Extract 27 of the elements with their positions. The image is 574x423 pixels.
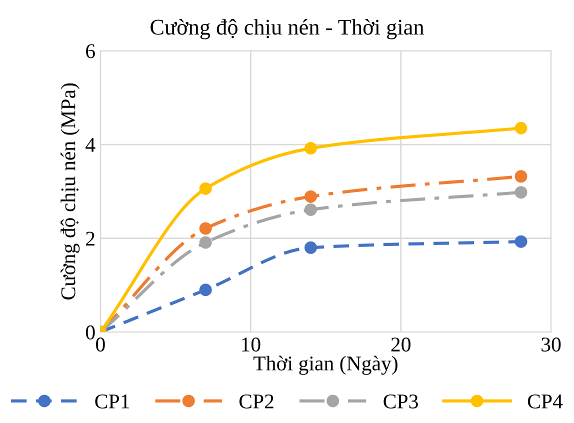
legend-label: CP1 [95, 394, 130, 408]
y-tick-label: 6 [86, 44, 95, 58]
point [304, 190, 317, 203]
point [304, 241, 317, 254]
point [514, 170, 528, 183]
y-axis-title: Cường độ chịu nén (MPa) [60, 83, 80, 300]
point [304, 203, 317, 216]
y-tick-label: 2 [86, 232, 94, 246]
point [199, 236, 212, 249]
legend-label: CP2 [239, 394, 274, 408]
y-tick-label: 0 [86, 325, 95, 340]
x-tick-label: 10 [242, 338, 260, 352]
legend-label: CP3 [384, 394, 418, 408]
point [514, 122, 528, 134]
point [514, 235, 528, 248]
y-tick-label: 4 [86, 138, 96, 152]
x-axis-title: Thời gian (Ngày) [254, 356, 398, 375]
point [304, 142, 317, 155]
point [199, 182, 212, 195]
point [199, 284, 212, 296]
legend-label: CP4 [528, 394, 563, 408]
point [199, 222, 212, 235]
point [514, 186, 528, 199]
x-tick-label: 20 [391, 338, 410, 352]
x-tick-label: 0 [96, 338, 105, 352]
x-tick-label: 30 [542, 338, 561, 352]
chart-title: Cường độ chịu nén - Thời gian [150, 19, 424, 40]
